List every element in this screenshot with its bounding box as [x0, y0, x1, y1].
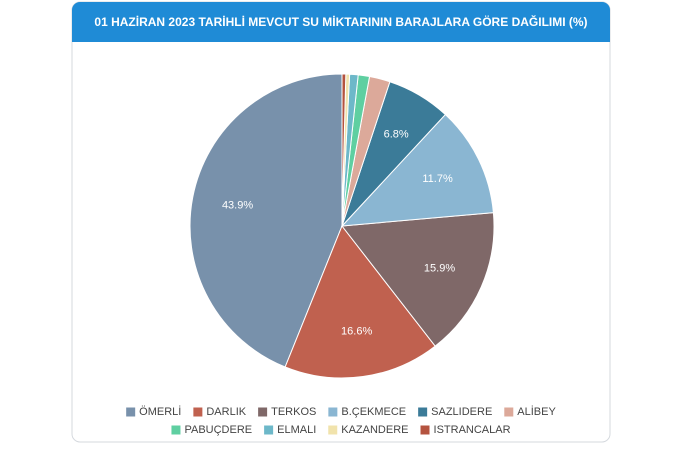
legend-label: ELMALI	[277, 424, 316, 436]
legend-item[interactable]: SAZLIDERE	[418, 406, 492, 418]
legend-label: PABUÇDERE	[184, 424, 252, 436]
pie-slice	[189, 73, 343, 368]
legend-item[interactable]: ELMALI	[264, 424, 316, 436]
slice-label: 6.8%	[384, 128, 409, 140]
legend-label: DARLIK	[206, 406, 246, 418]
legend-label: B.ÇEKMECE	[341, 406, 406, 418]
legend-item[interactable]: TERKOS	[258, 406, 316, 418]
pie-slice	[284, 225, 436, 379]
slice-label: 15.9%	[424, 262, 455, 274]
card-header	[72, 2, 610, 42]
legend-swatch	[171, 425, 181, 435]
pie-slice	[341, 73, 347, 227]
slice-label: 16.6%	[341, 325, 372, 337]
slice-label: 11.7%	[422, 173, 453, 185]
legend-label: ÖMERLİ	[139, 405, 181, 418]
legend-item[interactable]: KAZANDERE	[328, 424, 409, 436]
legend-item[interactable]: ÖMERLİ	[126, 405, 181, 418]
legend-swatch	[420, 425, 430, 435]
legend-item[interactable]: ISTRANCALAR	[420, 424, 511, 436]
legend-swatch	[328, 425, 338, 435]
pie-slice	[340, 113, 494, 227]
legend-swatch	[126, 407, 136, 417]
pie-slice	[341, 212, 495, 347]
legend-swatch	[328, 407, 338, 417]
legend-label: KAZANDERE	[341, 424, 408, 436]
legend-item[interactable]: DARLIK	[193, 406, 247, 418]
legend-swatch	[193, 407, 203, 417]
legend-swatch	[418, 407, 428, 417]
legend-swatch	[264, 425, 274, 435]
legend-item[interactable]: PABUÇDERE	[171, 424, 252, 436]
legend-item[interactable]: ALİBEY	[504, 405, 556, 418]
slice-label: 43.9%	[222, 200, 253, 212]
legend-label: ALİBEY	[517, 405, 556, 418]
legend-swatch	[504, 407, 514, 417]
legend-label: SAZLIDERE	[431, 406, 492, 418]
legend-swatch	[258, 407, 268, 417]
legend-item[interactable]: B.ÇEKMECE	[328, 406, 406, 418]
legend-label: ISTRANCALAR	[434, 424, 511, 436]
legend-label: TERKOS	[271, 406, 316, 418]
chart-title: 01 HAZİRAN 2023 TARİHLİ MEVCUT SU MİKTAR…	[94, 14, 587, 29]
